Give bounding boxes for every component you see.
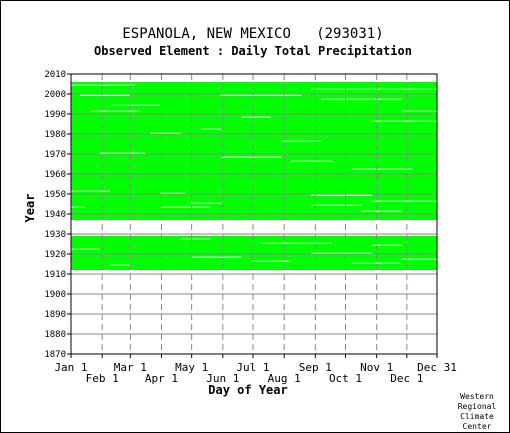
missing-data-gap — [220, 156, 282, 158]
x-tick-label: Oct 1 — [329, 372, 362, 385]
missing-data-gap — [351, 262, 402, 264]
missing-data-gap — [190, 256, 241, 258]
x-tick-label: Nov 1 — [360, 361, 393, 374]
missing-data-gap — [80, 94, 131, 96]
x-tick-label: Feb 1 — [86, 372, 119, 385]
plot-area: 2010 2000 1990 1980 1970 1960 1950 1940 1930 1920… — [44, 70, 457, 385]
data-band-1 — [71, 236, 437, 270]
missing-data-gap — [311, 194, 372, 196]
missing-data-gap — [150, 132, 181, 134]
missing-data-gap — [361, 210, 402, 212]
chart-subtitle: Observed Element : Daily Total Precipita… — [94, 44, 412, 58]
missing-data-gap — [220, 94, 302, 96]
data-band-2 — [71, 82, 437, 220]
y-tick-label: 1930 — [44, 230, 66, 240]
missing-data-gap — [351, 168, 412, 170]
y-tick-label: 1940 — [44, 210, 66, 220]
y-tick-label: 1950 — [44, 190, 66, 200]
y-tick-label: 1870 — [44, 350, 66, 360]
credit-line-3: Climate — [460, 412, 494, 421]
y-tick-label: 1900 — [44, 290, 66, 300]
y-tick-label: 1920 — [44, 250, 66, 260]
missing-data-gap — [71, 206, 86, 208]
missing-data-gap — [190, 202, 221, 204]
y-tick-label: 1970 — [44, 150, 66, 160]
y-tick-label: 2000 — [44, 90, 66, 100]
missing-data-gap — [90, 110, 141, 112]
x-tick-label: Jul 1 — [236, 361, 269, 374]
missing-data-gap — [180, 238, 211, 240]
missing-data-gap — [311, 204, 362, 206]
x-tick-label: May 1 — [175, 361, 208, 374]
x-tick-label: Jan 1 — [54, 361, 87, 374]
x-axis-label: Day of Year — [208, 383, 287, 397]
credit-line-2: Regional — [458, 402, 497, 411]
x-tick-label: Sep 1 — [299, 361, 332, 374]
missing-data-gap — [71, 190, 111, 192]
missing-data-gap — [250, 260, 292, 262]
y-tick-label: 1960 — [44, 170, 66, 180]
missing-data-gap — [110, 264, 131, 266]
x-tick-label: Jun 1 — [206, 372, 239, 385]
y-tick-label: 1980 — [44, 130, 66, 140]
y-tick-label: 2010 — [44, 70, 66, 80]
missing-data-gap — [261, 242, 332, 244]
missing-data-gap — [240, 116, 272, 118]
credit-line-1: Western — [460, 392, 494, 401]
missing-data-gap — [291, 160, 332, 162]
x-tick-label: Apr 1 — [145, 372, 178, 385]
x-tick-label: Aug 1 — [268, 372, 301, 385]
missing-data-gap — [401, 258, 437, 260]
x-tick-label: Dec 31 — [417, 361, 457, 374]
x-tick-label: Dec 1 — [390, 372, 423, 385]
missing-data-gap — [200, 128, 221, 130]
missing-data-gap — [321, 98, 402, 100]
missing-data-gap — [110, 104, 161, 106]
missing-data-gap — [371, 244, 402, 246]
missing-data-gap — [160, 206, 211, 208]
missing-data-gap — [371, 200, 437, 202]
y-tick-label: 1990 — [44, 110, 66, 120]
chart-title: ESPANOLA, NEW MEXICO (293031) — [122, 26, 383, 42]
y-axis-label: Year — [23, 194, 37, 223]
missing-data-gap — [311, 88, 437, 90]
missing-data-gap — [281, 140, 322, 142]
missing-data-gap — [71, 84, 136, 86]
missing-data-gap — [71, 248, 101, 250]
credit-line-4: Center — [463, 422, 492, 431]
missing-data-gap — [401, 110, 437, 112]
y-tick-label: 1910 — [44, 270, 66, 280]
missing-data-gap — [371, 120, 437, 122]
y-tick-label: 1890 — [44, 310, 66, 320]
missing-data-gap — [160, 192, 186, 194]
x-tick-label: Mar 1 — [114, 361, 147, 374]
missing-data-gap — [100, 152, 146, 154]
y-tick-label: 1880 — [44, 330, 66, 340]
missing-data-gap — [311, 252, 372, 254]
